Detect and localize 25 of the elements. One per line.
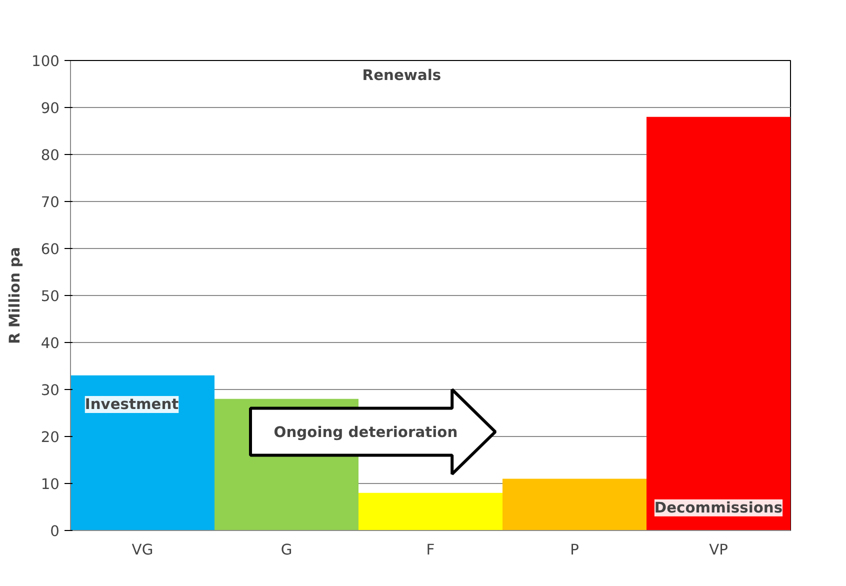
x-tick-label: P xyxy=(570,542,580,558)
y-axis-title: R Million pa xyxy=(6,246,24,344)
annotation: Renewals xyxy=(362,67,442,84)
annotation: Decommissions xyxy=(654,499,783,516)
y-tick-label: 30 xyxy=(40,382,60,399)
x-tick-label: VP xyxy=(709,542,728,558)
y-tick-label: 0 xyxy=(50,523,60,540)
bar xyxy=(70,375,214,530)
y-tick-label: 10 xyxy=(40,476,60,493)
x-tick-label: G xyxy=(280,542,292,558)
y-tick-label: 50 xyxy=(40,288,60,305)
bar xyxy=(502,478,646,530)
bar xyxy=(358,492,502,530)
x-tick-label: VG xyxy=(132,542,154,558)
bar xyxy=(646,116,790,530)
y-tick-label: 90 xyxy=(40,100,60,117)
y-tick-label: 80 xyxy=(40,147,60,164)
y-tick-label: 40 xyxy=(40,335,60,352)
y-tick-label: 60 xyxy=(40,241,60,258)
annotation: Ongoing deterioration xyxy=(274,424,458,442)
annotation: Investment xyxy=(84,396,179,413)
y-tick-label: 70 xyxy=(40,194,60,211)
y-tick-label: 20 xyxy=(40,429,60,446)
x-tick-label: F xyxy=(426,542,435,558)
y-tick-label: 100 xyxy=(32,53,60,70)
